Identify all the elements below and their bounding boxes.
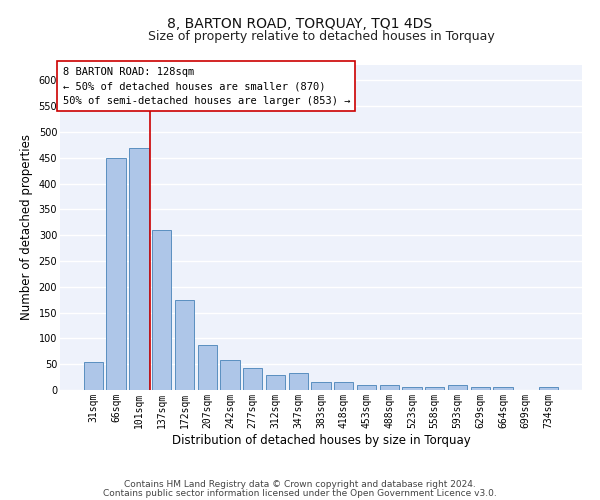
Text: Contains public sector information licensed under the Open Government Licence v3: Contains public sector information licen… bbox=[103, 488, 497, 498]
Text: 8, BARTON ROAD, TORQUAY, TQ1 4DS: 8, BARTON ROAD, TORQUAY, TQ1 4DS bbox=[167, 18, 433, 32]
Bar bbox=[175, 300, 194, 390]
Bar bbox=[425, 387, 445, 390]
Bar bbox=[220, 360, 239, 390]
Bar bbox=[448, 386, 467, 390]
Bar bbox=[152, 230, 172, 390]
X-axis label: Distribution of detached houses by size in Torquay: Distribution of detached houses by size … bbox=[172, 434, 470, 446]
Bar bbox=[493, 388, 513, 390]
Title: Size of property relative to detached houses in Torquay: Size of property relative to detached ho… bbox=[148, 30, 494, 43]
Bar bbox=[334, 382, 353, 390]
Bar bbox=[106, 158, 126, 390]
Bar bbox=[539, 388, 558, 390]
Bar bbox=[311, 382, 331, 390]
Bar bbox=[243, 368, 262, 390]
Bar bbox=[289, 374, 308, 390]
Bar bbox=[380, 385, 399, 390]
Bar bbox=[403, 387, 422, 390]
Y-axis label: Number of detached properties: Number of detached properties bbox=[20, 134, 33, 320]
Bar bbox=[84, 362, 103, 390]
Bar bbox=[266, 374, 285, 390]
Text: 8 BARTON ROAD: 128sqm
← 50% of detached houses are smaller (870)
50% of semi-det: 8 BARTON ROAD: 128sqm ← 50% of detached … bbox=[62, 66, 350, 106]
Bar bbox=[129, 148, 149, 390]
Bar bbox=[470, 388, 490, 390]
Text: Contains HM Land Registry data © Crown copyright and database right 2024.: Contains HM Land Registry data © Crown c… bbox=[124, 480, 476, 489]
Bar bbox=[357, 385, 376, 390]
Bar bbox=[197, 344, 217, 390]
